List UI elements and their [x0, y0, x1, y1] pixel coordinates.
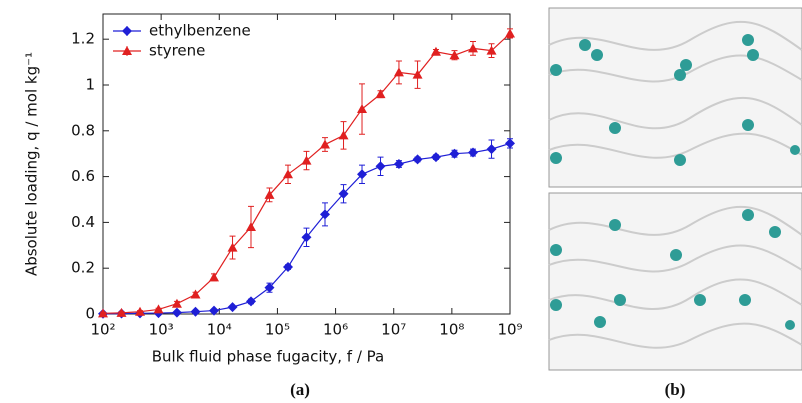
x-tick-label: 10⁹ [497, 321, 522, 339]
data-point [338, 130, 349, 140]
data-point [393, 67, 404, 77]
legend-marker [122, 26, 132, 36]
y-tick-label: 1.2 [71, 30, 95, 48]
data-point [264, 189, 275, 199]
data-point [412, 69, 423, 79]
data-point [486, 144, 497, 155]
x-tick-label: 10⁵ [265, 321, 290, 339]
molecule-image [548, 7, 802, 371]
data-point [227, 302, 238, 313]
data-point [449, 50, 460, 60]
y-tick-label: 0.6 [71, 167, 95, 185]
x-tick-label: 10⁴ [207, 321, 232, 339]
y-tick-label: 0 [85, 305, 95, 323]
data-point [98, 308, 108, 318]
x-tick-label: 10² [90, 321, 115, 339]
data-point [375, 161, 386, 172]
data-point [283, 262, 294, 273]
x-axis-label: Bulk fluid phase fugacity, f / Pa [152, 348, 385, 366]
legend-label: ethylbenzene [149, 22, 251, 40]
data-point [486, 45, 497, 55]
data-point [467, 147, 478, 158]
data-point [264, 282, 275, 293]
data-point [412, 154, 423, 165]
data-point [505, 28, 515, 38]
data-point [301, 232, 312, 243]
data-point [338, 188, 349, 199]
data-point [190, 306, 201, 317]
y-tick-label: 1 [85, 75, 95, 93]
data-point [208, 272, 219, 282]
series-line [102, 33, 511, 314]
panel-label: (b) [665, 380, 686, 399]
data-point [467, 43, 478, 53]
x-tick-label: 10⁸ [439, 321, 464, 339]
data-point [301, 155, 312, 165]
y-tick-label: 0.2 [71, 259, 95, 277]
data-point [320, 209, 331, 220]
data-point [449, 148, 460, 159]
data-point [505, 138, 515, 149]
data-point [245, 296, 256, 307]
data-point [245, 221, 256, 231]
data-point [190, 289, 201, 299]
data-point [171, 307, 182, 318]
legend-label: styrene [149, 42, 205, 60]
data-point [116, 307, 127, 317]
data-point [208, 305, 219, 316]
data-point [135, 306, 146, 316]
data-point [283, 169, 294, 179]
x-tick-label: 10⁷ [381, 321, 406, 339]
y-tick-label: 0.8 [71, 121, 95, 139]
data-point [430, 46, 441, 56]
x-tick-label: 10³ [149, 321, 174, 339]
data-point [357, 169, 368, 180]
data-point [171, 298, 182, 308]
data-point [393, 159, 404, 169]
data-point [375, 89, 386, 99]
data-point [153, 304, 164, 314]
data-point [430, 152, 441, 163]
plot-frame [102, 13, 511, 315]
panel-label: (a) [290, 380, 310, 399]
data-point [357, 104, 368, 114]
x-tick-label: 10⁶ [323, 321, 348, 339]
data-point [227, 242, 238, 252]
data-point [320, 139, 331, 149]
y-tick-label: 0.4 [71, 213, 95, 231]
legend-marker [122, 46, 132, 55]
y-axis-label: Absolute loading, q / mol kg⁻¹ [23, 52, 41, 276]
